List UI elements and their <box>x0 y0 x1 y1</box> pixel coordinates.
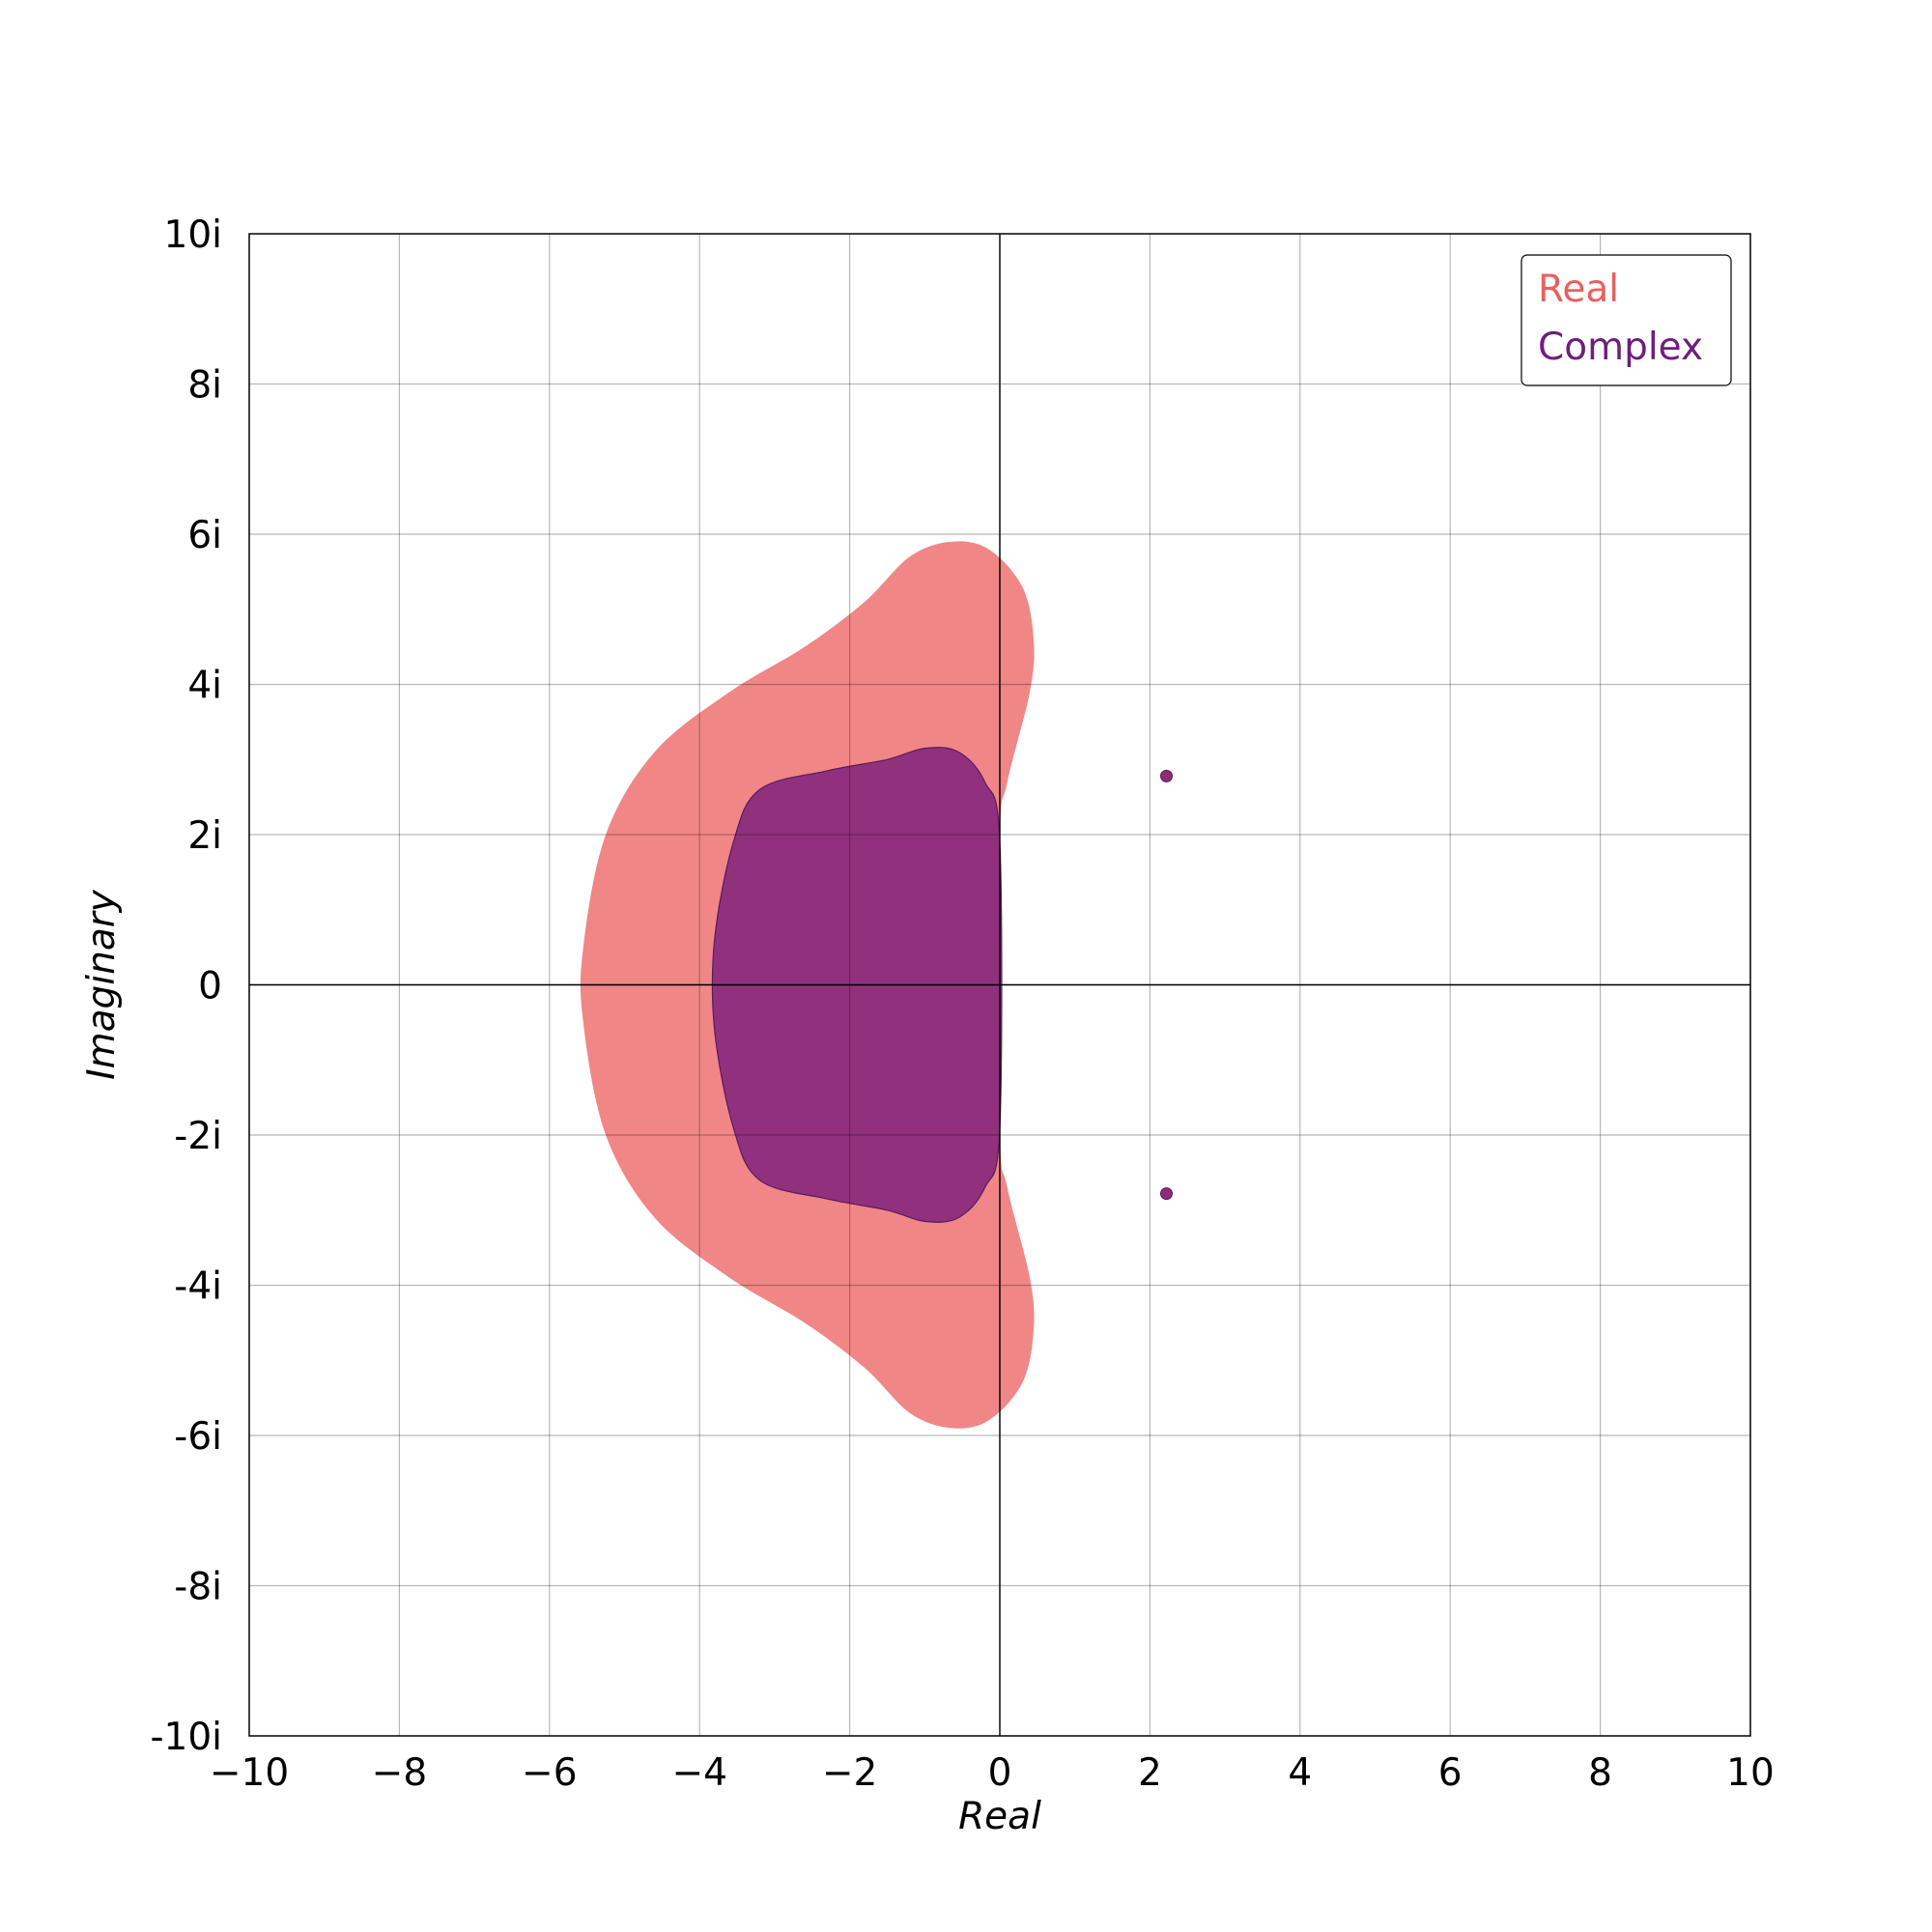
x-tick-label: −6 <box>522 1751 578 1795</box>
plot-area <box>248 233 1751 1737</box>
y-tick-label: 0 <box>198 965 222 1009</box>
x-tick-label: −2 <box>822 1751 878 1795</box>
x-tick-label: −10 <box>210 1751 289 1795</box>
x-axis-ticks: −10 −8 −6 −4 −2 0 2 4 6 8 10 <box>210 1751 1775 1795</box>
x-tick-label: 0 <box>988 1751 1012 1795</box>
points-layer <box>1159 769 1173 1201</box>
x-tick-label: −8 <box>372 1751 428 1795</box>
legend-box <box>1520 254 1732 386</box>
plot-frame <box>248 233 1751 1737</box>
y-tick-label: -6i <box>174 1415 222 1459</box>
y-tick-label: -2i <box>174 1115 222 1158</box>
y-tick-label: -10i <box>150 1716 222 1759</box>
y-tick-label: -4i <box>174 1265 222 1309</box>
x-tick-label: 2 <box>1138 1751 1162 1795</box>
y-axis-title: Imaginary <box>80 889 124 1080</box>
y-tick-label: -8i <box>174 1566 222 1609</box>
x-axis-title: Real <box>958 1795 1041 1838</box>
point-complex-1 <box>1159 1187 1173 1201</box>
x-tick-label: 8 <box>1588 1751 1612 1795</box>
point-complex-0 <box>1159 769 1173 782</box>
y-tick-label: 2i <box>187 814 222 858</box>
legend-entry-complex: Complex <box>1538 326 1703 369</box>
zero-lines-layer <box>249 234 1750 1736</box>
y-axis-ticks: 10i 8i 6i 4i 2i 0 -2i -4i -6i -8i -10i <box>150 213 222 1759</box>
x-tick-label: −4 <box>671 1751 727 1795</box>
x-tick-label: 6 <box>1438 1751 1463 1795</box>
x-tick-label: 4 <box>1288 1751 1312 1795</box>
legend-entry-real: Real <box>1538 268 1619 311</box>
y-tick-label: 10i <box>164 213 222 257</box>
y-tick-label: 6i <box>187 514 222 557</box>
y-tick-label: 4i <box>187 665 222 708</box>
x-tick-label: 10 <box>1726 1751 1775 1795</box>
y-tick-label: 8i <box>187 364 222 408</box>
legend: Real Complex <box>1520 254 1732 386</box>
